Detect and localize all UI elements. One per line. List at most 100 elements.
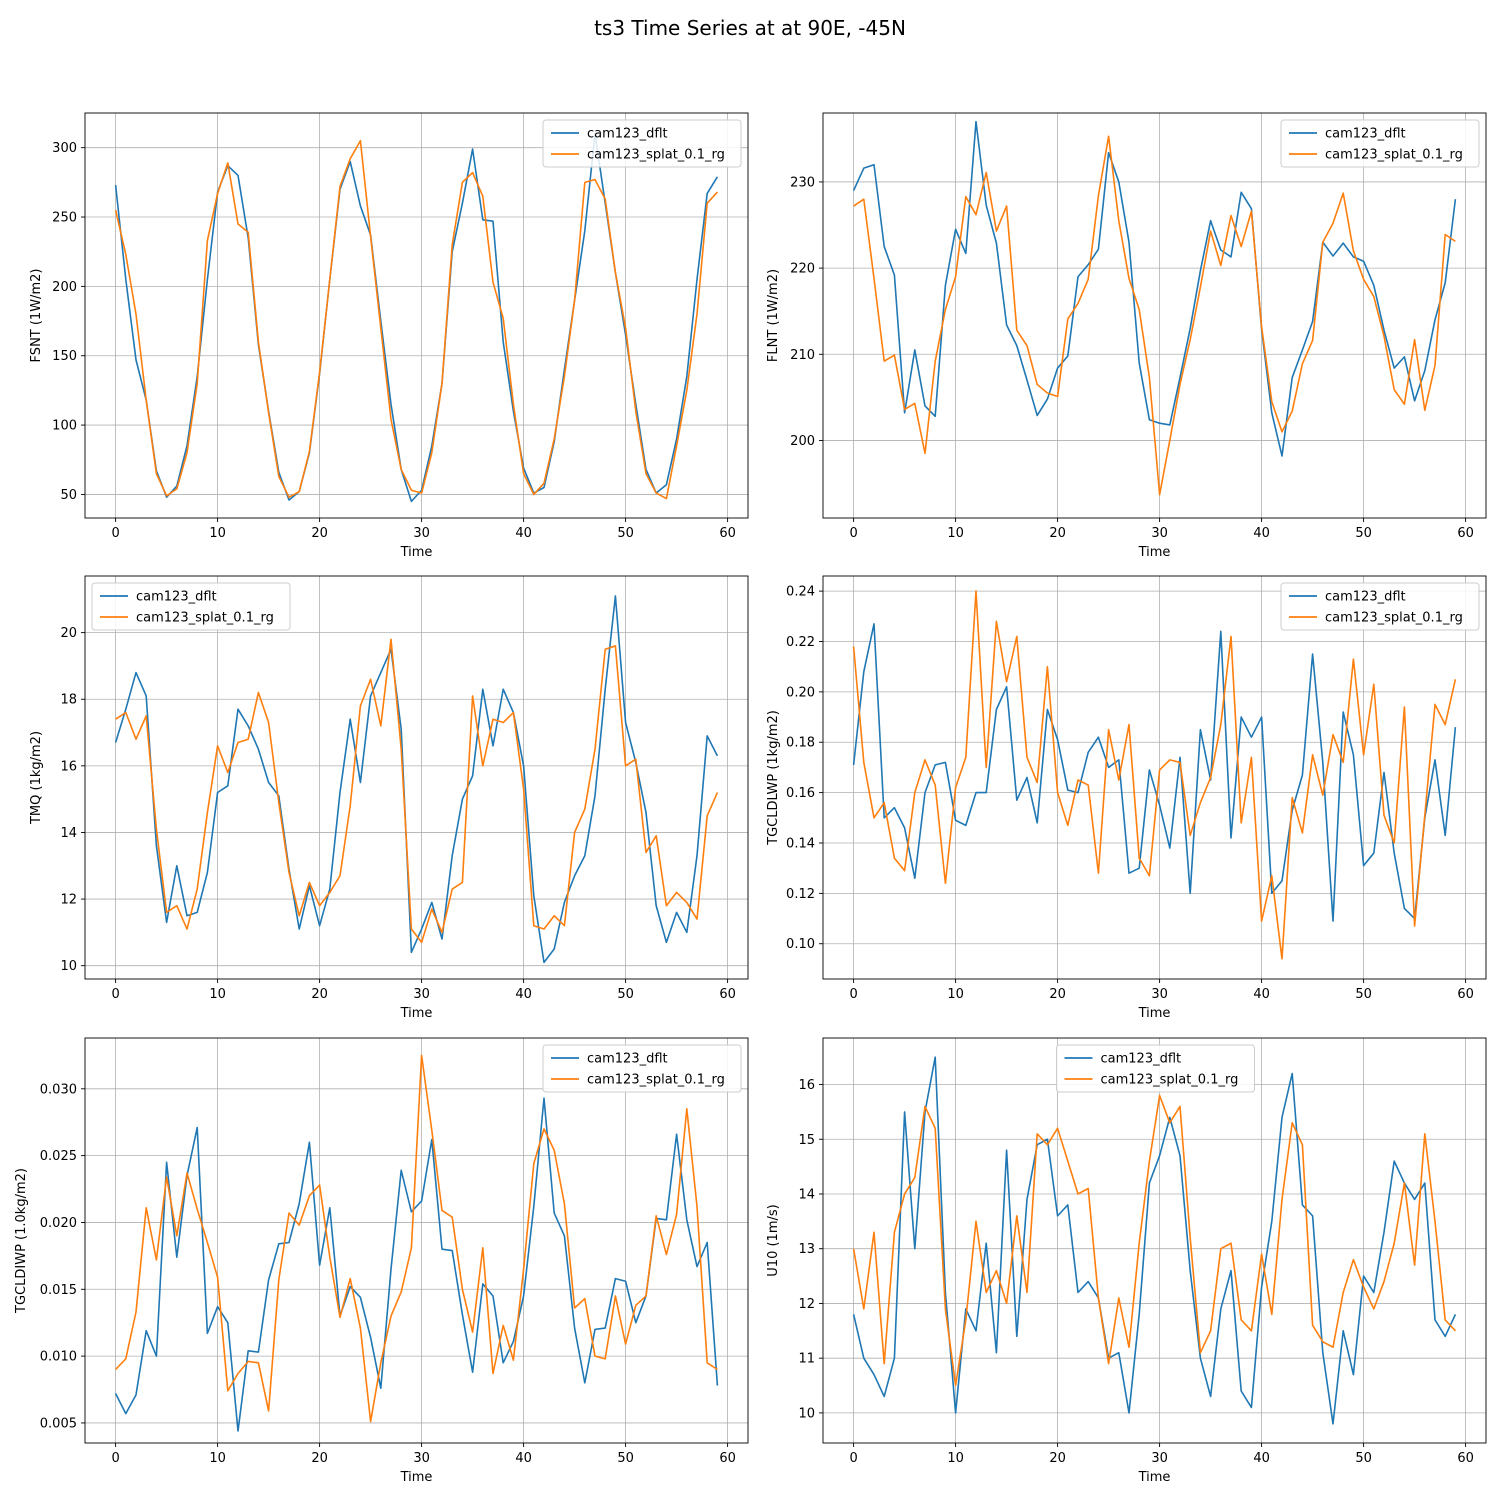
series-line-1 [852, 623, 1457, 922]
y-axis-label: FSNT (1W/m2) [29, 269, 44, 363]
x-tick-label: 20 [1049, 526, 1066, 541]
y-tick-label: 150 [52, 349, 77, 364]
y-tick-label: 16 [60, 759, 77, 774]
legend-box [1280, 119, 1480, 168]
y-tick-label: 0.10 [786, 937, 815, 952]
y-axis-label: TMQ (1kg/m2) [29, 731, 44, 825]
y-tick-label: 0.020 [40, 1216, 77, 1231]
subplot-6: 0 10 20 30 40 50 60 10 11 12 13 14 15 16 Time U10 (1m/s… [766, 1037, 1487, 1485]
y-tick-label: 0.16 [786, 786, 815, 801]
subplot-4: 0 10 20 30 40 50 60 0.10 0.12 0.14 0.16 0.18 0.20 0.2… [766, 575, 1487, 1021]
axes-frame [84, 1037, 749, 1444]
legend-label-1: cam123_dflt [587, 1052, 668, 1067]
subplot-1: 0 10 20 30 40 50 60 50 100 150 200 250 300 Time FSNT (… [29, 112, 749, 560]
x-tick-label: 30 [1151, 987, 1168, 1002]
series-line-1 [852, 120, 1457, 457]
y-tick-label: 10 [60, 959, 77, 974]
series-line-2 [115, 638, 719, 944]
y-tick-label: 0.24 [786, 585, 815, 600]
x-tick-label: 10 [947, 526, 964, 541]
legend: cam123_dflt cam123_splat_0.1_rg [1280, 582, 1480, 631]
y-tick-label: 0.22 [786, 635, 815, 650]
subplot-3: 0 10 20 30 40 50 60 10 12 14 16 18 20 Time TMQ (1kg/m2… [29, 575, 749, 1021]
x-tick-label: 0 [111, 987, 119, 1002]
y-tick-label: 15 [798, 1133, 815, 1148]
x-tick-label: 0 [111, 1451, 119, 1466]
y-tick-label: 10 [798, 1406, 815, 1421]
x-tick-label: 10 [209, 1451, 226, 1466]
y-tick-label: 50 [60, 488, 77, 503]
legend-label-1: cam123_dflt [136, 590, 217, 605]
y-axis-label: FLNT (1W/m2) [766, 269, 781, 362]
y-tick-label: 200 [52, 280, 77, 295]
y-tick-label: 20 [60, 626, 77, 641]
x-tick-label: 30 [1151, 526, 1168, 541]
series-line-1 [114, 133, 719, 503]
y-tick-label: 0.010 [40, 1350, 77, 1365]
legend-label-2: cam123_splat_0.1_rg [1325, 611, 1463, 626]
legend: cam123_dflt cam123_splat_0.1_rg [1056, 1044, 1255, 1093]
x-tick-label: 40 [515, 1451, 532, 1466]
x-axis-label: Time [1138, 545, 1171, 560]
x-tick-label: 0 [849, 987, 857, 1002]
x-tick-label: 10 [209, 987, 226, 1002]
legend-label-2: cam123_splat_0.1_rg [1101, 1073, 1239, 1088]
x-tick-label: 10 [947, 1451, 964, 1466]
legend: cam123_dflt cam123_splat_0.1_rg [91, 582, 291, 631]
x-tick-label: 10 [209, 526, 226, 541]
x-tick-label: 20 [311, 1451, 328, 1466]
x-tick-label: 40 [515, 987, 532, 1002]
y-tick-label: 11 [798, 1352, 815, 1367]
x-axis-label: Time [400, 1006, 433, 1021]
x-tick-label: 60 [1457, 526, 1474, 541]
series-line-2 [115, 1054, 718, 1423]
x-tick-label: 40 [1253, 987, 1270, 1002]
legend-box [542, 1044, 742, 1093]
legend-label-1: cam123_dflt [587, 127, 668, 142]
x-axis-label: Time [1138, 1470, 1171, 1485]
axes-frame [84, 112, 749, 519]
y-tick-label: 200 [790, 434, 815, 449]
legend-label-2: cam123_splat_0.1_rg [1325, 148, 1463, 163]
legend-box [1056, 1044, 1255, 1093]
x-tick-label: 20 [1049, 987, 1066, 1002]
series-line-2 [114, 139, 718, 500]
y-tick-label: 0.20 [786, 685, 815, 700]
axes-frame [84, 575, 749, 980]
x-tick-label: 20 [311, 987, 328, 1002]
subplot-5: 0 10 20 30 40 50 60 0.005 0.010 0.015 0.020 0.025 0.… [14, 1037, 749, 1485]
y-tick-label: 12 [798, 1297, 815, 1312]
y-tick-label: 0.015 [40, 1283, 77, 1298]
figure-title: ts3 Time Series at at 90E, -45N [594, 16, 906, 40]
x-tick-label: 50 [1355, 526, 1372, 541]
x-tick-label: 0 [111, 526, 119, 541]
series-line-2 [852, 590, 1457, 960]
x-tick-label: 50 [1355, 987, 1372, 1002]
y-tick-label: 12 [60, 893, 77, 908]
series-line-1 [114, 595, 719, 964]
legend-box [1280, 582, 1480, 631]
x-axis-label: Time [1138, 1006, 1171, 1021]
legend-label-2: cam123_splat_0.1_rg [587, 148, 725, 163]
x-tick-label: 30 [413, 526, 430, 541]
series-line-1 [852, 1056, 1457, 1425]
x-tick-label: 60 [1457, 1451, 1474, 1466]
y-tick-label: 0.18 [786, 736, 815, 751]
y-tick-label: 0.025 [40, 1149, 77, 1164]
x-tick-label: 40 [1253, 1451, 1270, 1466]
y-tick-label: 250 [52, 211, 77, 226]
x-tick-label: 60 [1457, 987, 1474, 1002]
legend-label-2: cam123_splat_0.1_rg [587, 1073, 725, 1088]
x-tick-label: 60 [719, 526, 736, 541]
x-tick-label: 50 [617, 526, 634, 541]
x-tick-label: 10 [947, 987, 964, 1002]
axes-frame [822, 575, 1487, 980]
legend-label-1: cam123_dflt [1325, 127, 1406, 142]
legend-label-1: cam123_dflt [1325, 590, 1406, 605]
y-tick-label: 0.005 [40, 1416, 77, 1431]
x-tick-label: 0 [849, 526, 857, 541]
axes-frame [822, 1037, 1487, 1444]
x-tick-label: 60 [719, 987, 736, 1002]
y-tick-label: 16 [798, 1078, 815, 1093]
